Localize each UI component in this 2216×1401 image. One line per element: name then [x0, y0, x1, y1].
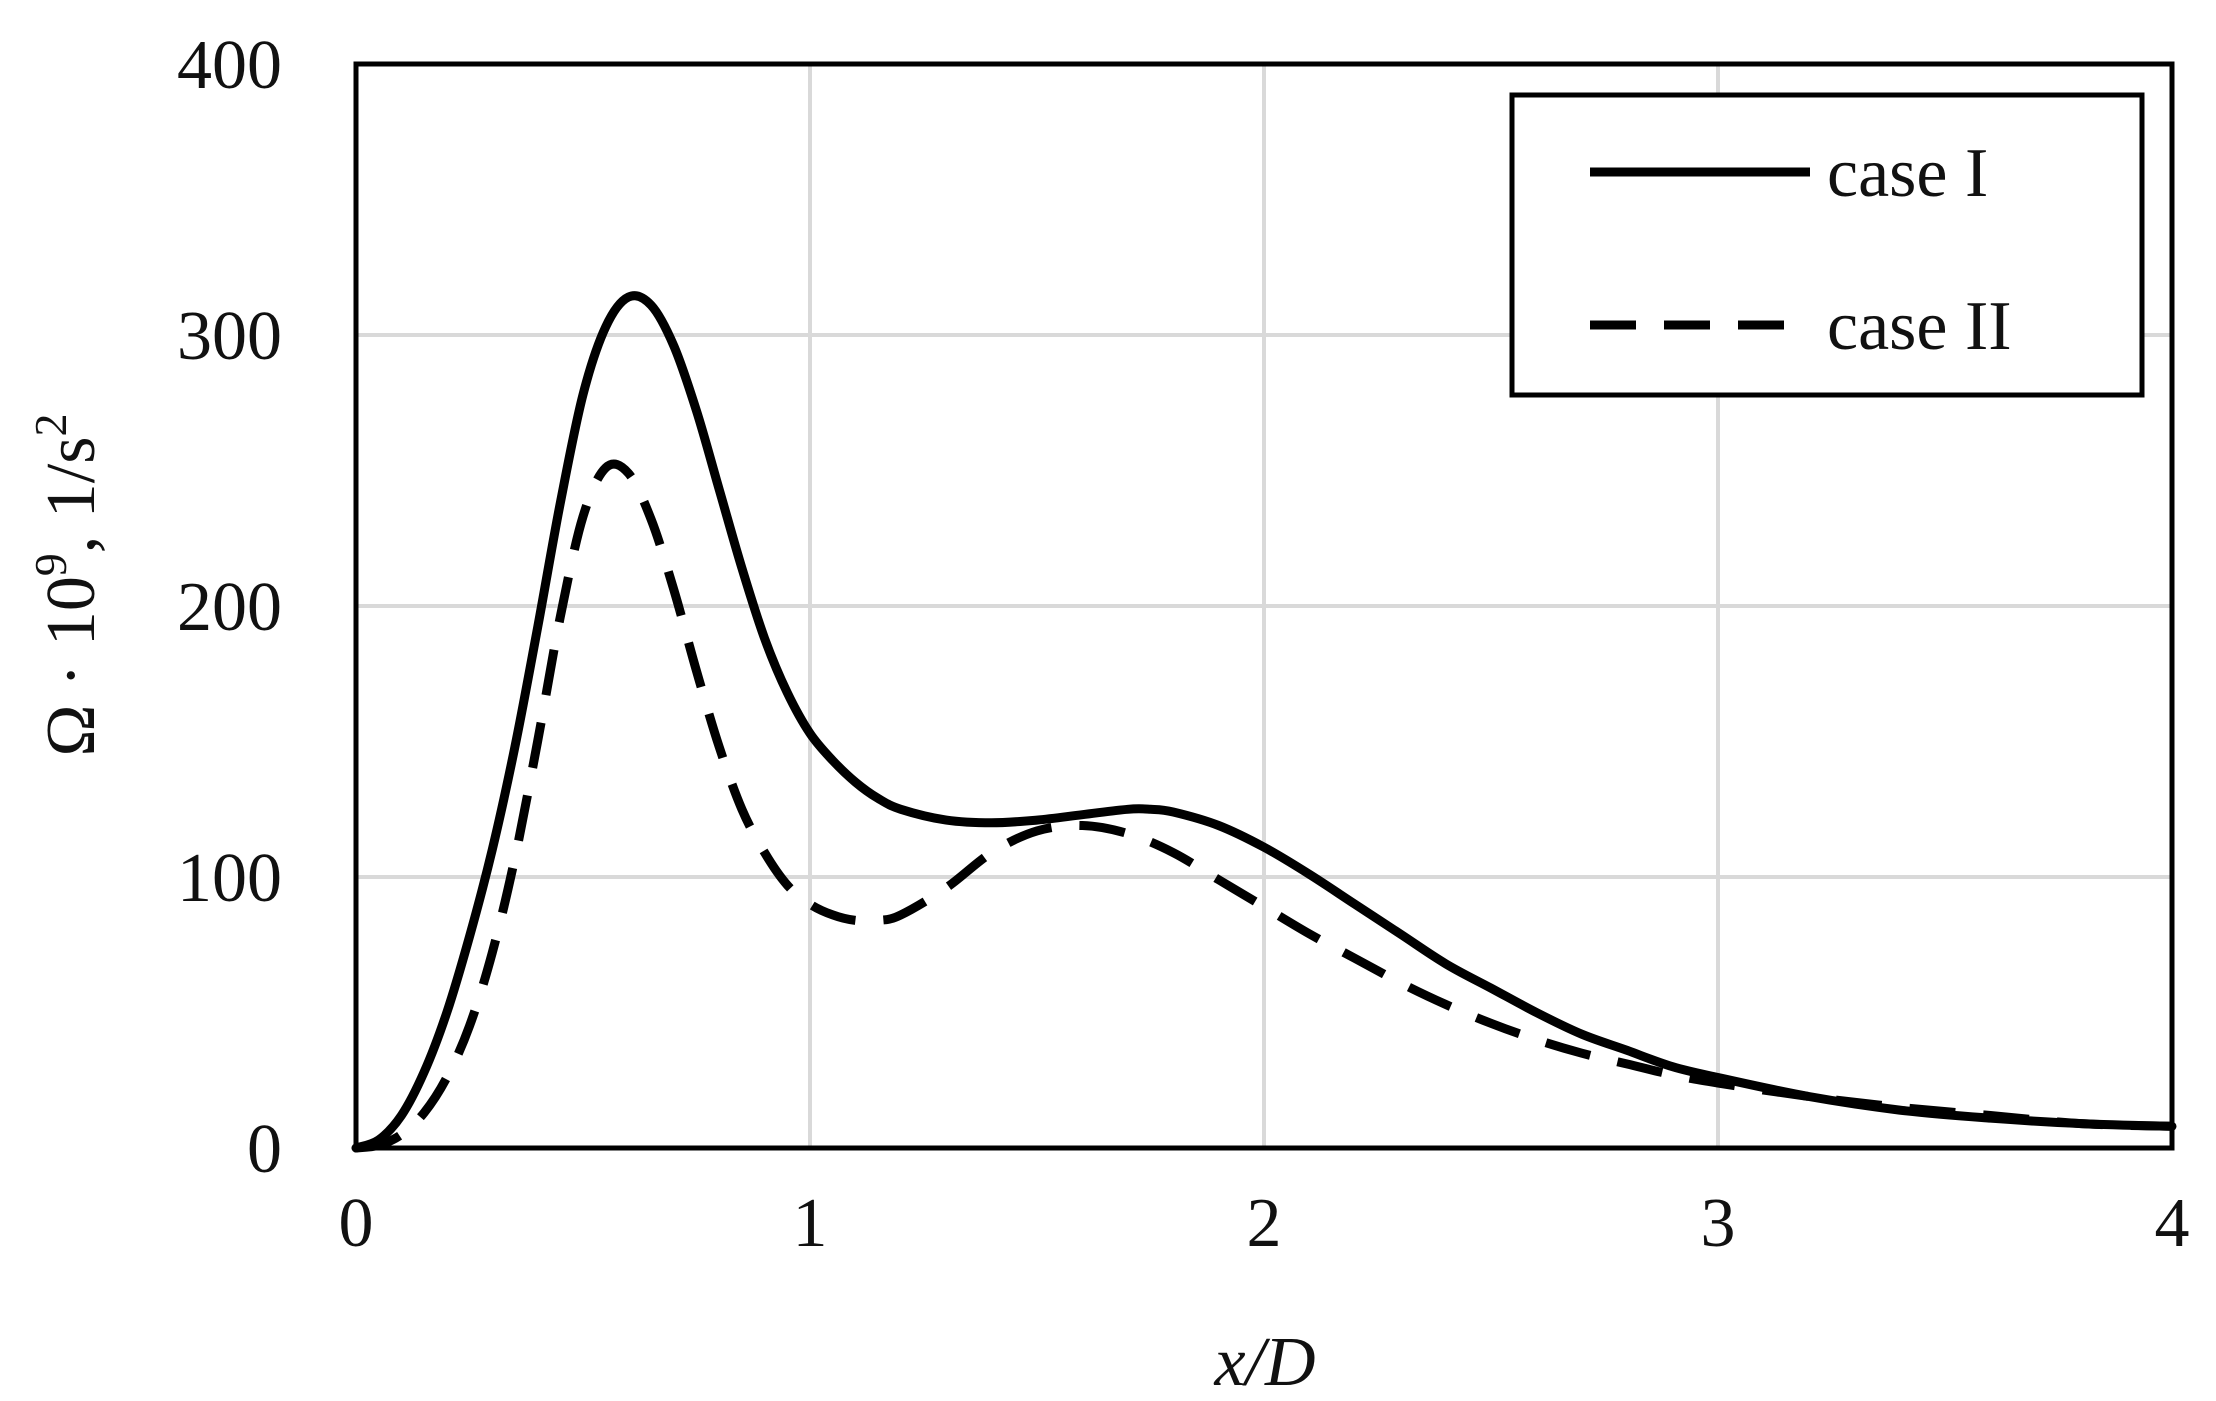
legend: case I case II — [1509, 92, 2145, 398]
x-tick-label: 4 — [2155, 1185, 2190, 1262]
y-tick-labels: 0 100 200 300 400 — [177, 27, 282, 1188]
y-tick-label: 100 — [177, 840, 282, 917]
x-tick-label: 1 — [793, 1185, 828, 1262]
y-axis-title-base: Ω · 10 — [33, 576, 110, 756]
y-axis-title-exp1: 9 — [25, 553, 76, 576]
y-tick-label: 200 — [177, 569, 282, 646]
y-tick-label: 300 — [177, 298, 282, 375]
y-tick-label: 0 — [247, 1111, 282, 1188]
series-line-1 — [351, 291, 2177, 1153]
x-tick-label: 0 — [339, 1185, 374, 1262]
y-tick-label: 400 — [177, 27, 282, 104]
series-layer — [351, 291, 2177, 1153]
x-tick-label: 3 — [1701, 1185, 1736, 1262]
legend-label-case-1: case I — [1827, 135, 1988, 212]
y-axis-title: Ω · 109, 1/s2 — [25, 413, 110, 756]
series-line-2 — [355, 459, 2173, 1153]
y-axis-title-exp2: 2 — [25, 413, 76, 436]
x-axis-title: x/D — [1213, 1324, 1315, 1401]
x-tick-label: 2 — [1247, 1185, 1282, 1262]
y-axis-title-mid: , 1/s — [33, 436, 110, 553]
plot-frame — [353, 61, 2175, 1151]
x-tick-labels: 0 1 2 3 4 — [339, 1185, 2190, 1262]
legend-box — [1509, 92, 2145, 398]
legend-label-case-2: case II — [1827, 288, 2012, 365]
